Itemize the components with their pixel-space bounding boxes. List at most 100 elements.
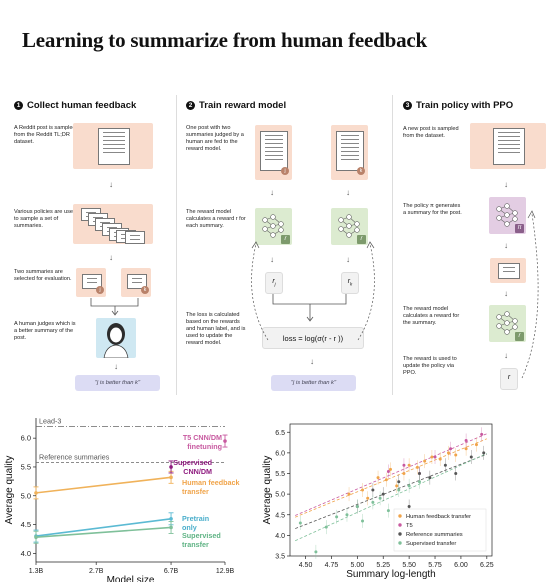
legend-marker [398,514,402,518]
x-axis-label: Model size [107,575,155,582]
trend-line [295,433,487,516]
summary-j-box: j [76,268,106,297]
reddit-post-box [73,123,153,169]
data-point [407,505,411,508]
data-point [469,455,473,459]
panel-divider [392,95,393,395]
x-tick-label: 4.50 [299,562,313,569]
legend-label: T5 [406,523,413,529]
log-length-scatter: 4.50 4.75 5.00 5.25 5.50 5.75 6.00 6.25 3.5 4.0 4.… [262,423,494,580]
policy-badge: π [515,224,524,233]
data-point [433,455,437,459]
x-tick-label: 6.7B [164,568,179,575]
summary-k-badge: k [141,286,149,294]
post-summary-k-box: k [331,125,368,180]
x-tick-label: 5.75 [428,562,442,569]
loss-formula-box: loss = log(σ(r - r )) [262,327,364,349]
arrow-down-icon: ↓ [270,188,274,197]
data-point [415,465,419,469]
summaries-stack-box [73,204,153,244]
data-point [402,472,406,475]
data-point [345,513,349,517]
plot-frame [289,423,493,557]
legend-label: Supervised transfer [406,541,456,547]
trend-line [295,453,487,529]
legend-marker [398,541,402,545]
step-2-desc-2: The reward model calculates a reward r f… [186,209,246,229]
y-tick-label: 4.5 [21,520,31,529]
reward-box: r [500,368,518,390]
arrow-down-icon: ↓ [504,351,508,360]
document-icon [493,128,525,165]
arrow-down-icon: ↓ [504,241,508,250]
reward-j-subscript: j [274,281,276,287]
series-line [35,476,172,494]
data-point [34,491,38,495]
data-point [314,550,318,554]
post-summary-j-box: j [255,125,292,180]
human-label-pill: "j is better than k" [271,375,356,391]
data-point [397,488,401,492]
step-1-desc-1: A Reddit post is sampled from the Reddit… [14,125,76,145]
series-label: Human feedback transfer [182,478,240,496]
y-tick-label: 4.0 [275,533,285,540]
data-point [417,480,421,484]
neural-network-icon [262,214,284,238]
document-icon [336,131,364,171]
data-point [378,496,382,500]
data-point [397,480,401,484]
step-number-badge: 1 [14,101,23,110]
data-point [366,496,370,500]
step-3-desc-4: The reward is used to update the policy … [403,356,457,376]
step-1-desc-4: A human judges which is a better summary… [14,321,76,341]
y-tick-label: 6.5 [275,430,285,437]
arrow-down-icon: ↓ [270,255,274,264]
step-2-desc-3: The loss is calculated based on the rewa… [186,312,246,346]
legend-marker [398,532,402,536]
neural-network-icon [496,311,518,335]
x-tick-label: 2.7B [89,568,104,575]
policy-box: π [489,197,526,234]
data-point [417,472,421,475]
y-tick-label: 3.5 [275,554,285,561]
data-point [381,492,385,496]
step-number-badge: 2 [186,101,195,110]
y-axis-label: Average quality [262,456,273,525]
arrow-down-icon: ↓ [109,180,113,189]
data-point [376,476,380,480]
model-size-chart: 1.3B 2.7B 6.7B 12.9B 4.0 4.5 5.0 5.5 6.0 Model si… [4,417,240,582]
data-point [395,484,399,488]
data-point [449,447,453,451]
reward-j-box: rj [265,272,283,294]
neural-network-icon [338,214,360,238]
step-1-title: Collect human feedback [27,100,137,111]
document-icon [98,128,130,165]
data-point [335,515,339,519]
data-point [480,432,484,436]
reward-model-badge: r [357,235,366,244]
data-point [371,500,375,504]
arrow-down-icon: ↓ [109,253,113,262]
y-tick-label: 4.0 [21,549,31,558]
series-label: Supervised transfer [182,531,221,549]
y-tick-label: 5.0 [21,491,31,500]
reward-k-label: r [347,278,351,285]
data-point [169,465,173,469]
data-point [371,488,375,492]
y-tick-label: 6.0 [21,434,31,443]
data-point [347,492,351,496]
x-tick-label: 6.25 [480,562,494,569]
human-label-pill: "j is better than k" [75,375,160,391]
data-point [384,478,388,482]
data-point [324,525,328,529]
arrow-down-icon: ↓ [504,180,508,189]
x-axis-label: Summary log-length [346,569,435,580]
x-tick-label: 5.25 [376,562,390,569]
reward-model-j-box: r [255,208,292,245]
summary-doc-icon [82,274,102,289]
series-label: Lead-3 [39,417,61,426]
data-point [428,476,432,480]
y-tick-label: 4.5 [275,512,285,519]
summary-j-badge: j [281,167,289,175]
arrow-down-icon: ↓ [504,289,508,298]
